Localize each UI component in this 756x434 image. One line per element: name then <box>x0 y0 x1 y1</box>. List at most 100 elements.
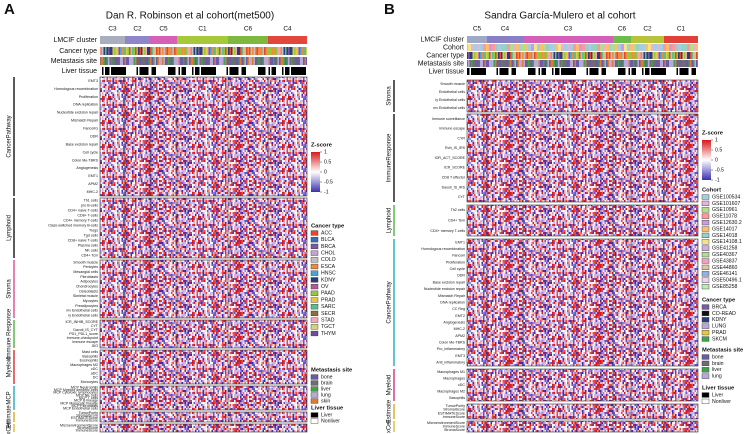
legend-label: GSE50496.1 <box>712 278 742 284</box>
legend-swatch <box>310 263 319 270</box>
legend-swatch <box>701 398 710 405</box>
row-label: DC <box>93 376 99 380</box>
row-label: mv Endothelial cells <box>66 309 98 313</box>
legend-label: SECR <box>321 311 336 317</box>
row-label: NK cells <box>85 248 98 252</box>
track-label: Liver tissue <box>429 68 465 75</box>
cluster-label: C5 <box>159 26 168 33</box>
legend-swatch <box>701 258 710 264</box>
row-label: FancoriG <box>83 127 98 131</box>
row-label: StromalScore <box>443 408 465 412</box>
heatmap-block <box>466 403 699 420</box>
colorbar-label: -1 <box>324 189 329 195</box>
row-label: Immune-checkpoint <box>67 336 98 340</box>
row-label: CD4+ Tcm <box>81 253 98 257</box>
legend-swatch <box>701 354 710 360</box>
row-label: CD4+ memory T-cells <box>430 229 465 233</box>
legend-label: lung <box>321 392 331 398</box>
track-label: Liver tissue <box>62 68 98 75</box>
cluster-bar <box>228 36 268 44</box>
legend-swatch <box>701 330 710 336</box>
legend-label: GSE85258 <box>712 284 737 290</box>
row-label: EMT1 <box>455 240 465 244</box>
group-label: Estimate <box>7 405 13 429</box>
row-label: CYR <box>457 136 465 140</box>
colorbar <box>702 140 711 180</box>
legend-label: TGCT <box>321 324 336 330</box>
legend-swatch <box>310 277 319 283</box>
legend-label: GSE44860 <box>712 265 737 271</box>
row-label: MCP Myeloid dendritic cells <box>54 388 98 392</box>
colorbar-label: 0.5 <box>715 147 722 153</box>
panel-title: Sandra García-Mulero et al cohort <box>484 11 635 22</box>
legend-swatch <box>310 412 319 418</box>
group-label: Estimate <box>387 399 393 423</box>
row-label: MCP T cells <box>79 396 98 400</box>
heatmap-block <box>99 76 308 197</box>
row-label: MicroenvironmentScore <box>427 421 465 425</box>
track-label: Metastasis site <box>418 60 464 67</box>
legend-swatch <box>310 392 319 398</box>
row-label: Fibroblasts <box>80 275 98 279</box>
row-label: DDR <box>457 274 465 278</box>
row-label: Macrophages M2 <box>70 363 98 367</box>
row-label: Macrophages <box>443 377 465 381</box>
row-label: Anti_inflammatory <box>436 361 465 365</box>
legend-label: THYM <box>321 331 336 337</box>
panel-letter: A <box>4 1 15 18</box>
legend-label: ESCA <box>321 264 336 270</box>
row-label: MicroenvironmentScore <box>60 423 98 427</box>
row-label: Mismatch Repair <box>71 119 99 123</box>
legend-swatch <box>310 297 319 303</box>
legend-label: brain <box>712 361 724 367</box>
legend-title: Cancer type <box>311 224 345 230</box>
legend-label: GSE14108.1 <box>712 239 742 245</box>
legend-label: brain <box>321 380 333 386</box>
legend-swatch <box>701 304 710 310</box>
row-label: DNA replication <box>440 300 465 304</box>
heatmap-block <box>466 420 699 433</box>
row-label: Myocytes <box>83 299 98 303</box>
row-label: CD4+ memory T-cells <box>63 218 98 222</box>
row-label: ImmuneScore <box>76 429 98 433</box>
row-label: CD8+ T-cells <box>77 213 98 217</box>
colorbar-label: 1 <box>324 149 327 155</box>
legend-swatch <box>310 243 319 250</box>
track-label: Cancer type <box>59 48 97 55</box>
row-label: Th1 cells <box>84 198 99 202</box>
row-label: ImmuneScore <box>76 419 98 423</box>
legend-swatch <box>701 277 710 283</box>
row-label: Macrophages M2 <box>437 389 465 393</box>
cluster-label: C6 <box>244 26 253 33</box>
cluster-label: C6 <box>618 26 627 33</box>
row-label: MCP B lineage <box>74 399 98 403</box>
row-label: Smooth muscle <box>440 82 465 86</box>
row-label: Pericytes <box>83 265 98 269</box>
row-label: MCP Neutrophils <box>71 385 98 389</box>
cluster-label: C2 <box>133 26 142 33</box>
row-label: Immune escape <box>439 127 465 131</box>
row-label: ImmuneScore <box>443 415 465 419</box>
row-label: Basophils <box>449 396 465 400</box>
legend-label: OV <box>321 284 329 290</box>
legend-label: skin <box>321 398 330 404</box>
heatmap-block <box>99 197 308 259</box>
legend-label: GSE11078 <box>712 214 737 220</box>
legend-swatch <box>310 250 319 256</box>
legend-label: GSE100534 <box>712 194 740 200</box>
row-label: TumorPurity <box>446 404 466 408</box>
row-label: PD1_PDL1_score <box>69 332 98 336</box>
group-label: Lymphoid <box>7 215 13 241</box>
cluster-bar <box>177 36 228 44</box>
row-label: Mismatch Repair <box>438 294 466 298</box>
legend-label: PAAD <box>321 291 335 297</box>
legend-swatch <box>701 219 710 226</box>
cluster-bar <box>631 36 664 43</box>
legend-swatch <box>310 380 319 386</box>
cluster-bar <box>487 36 523 43</box>
legend-swatch <box>701 360 710 367</box>
row-label: StromalScore <box>76 414 98 418</box>
row-label: CD8+ naive T-cells <box>68 238 98 242</box>
row-label: EMT3 <box>88 79 98 83</box>
cluster-bar <box>467 36 487 43</box>
